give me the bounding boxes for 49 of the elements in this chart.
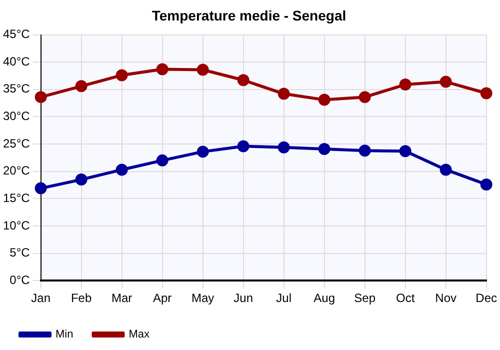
y-tick-label: 30°C (3, 109, 30, 124)
point (196, 146, 209, 158)
x-tick-label: May (191, 291, 214, 306)
x-tick-label: Sep (354, 291, 376, 306)
y-tick-label: 45°C (3, 27, 30, 42)
point (116, 164, 128, 176)
point (440, 164, 452, 176)
point (116, 69, 128, 82)
legend-label: Min (56, 328, 74, 341)
point (318, 94, 330, 106)
y-tick-label: 25°C (3, 136, 30, 150)
point (358, 144, 371, 157)
y-tick-label: 0°C (10, 272, 30, 287)
point (440, 76, 452, 88)
legend-label: Max (128, 328, 150, 341)
y-tick-label: 20°C (3, 164, 30, 178)
x-tick-label: Aug (314, 291, 336, 306)
point (358, 91, 371, 104)
point (34, 91, 47, 104)
point (156, 154, 168, 166)
y-tick-label: 15°C (3, 190, 30, 205)
y-tick-label: 10°C (3, 218, 30, 232)
x-tick-label: Apr (152, 291, 172, 306)
point (480, 178, 492, 190)
point (75, 174, 88, 186)
point (75, 80, 88, 92)
x-tick-label: Feb (70, 291, 92, 306)
point (278, 141, 290, 154)
y-tick-label: 5°C (10, 246, 30, 260)
point (399, 145, 412, 158)
point (196, 64, 209, 76)
point (318, 142, 330, 155)
point (278, 88, 290, 100)
chart-title: Temperature medie - Senegal (152, 7, 346, 24)
y-tick-label: 40°C (3, 54, 30, 68)
point (34, 182, 47, 194)
y-tick-label: 35°C (3, 82, 30, 96)
point (237, 74, 250, 86)
point (480, 87, 492, 100)
x-tick-label: Jul (276, 291, 292, 306)
x-tick-label: Nov (435, 291, 456, 306)
x-tick-label: Jan (31, 291, 50, 306)
point (399, 78, 412, 91)
x-tick-label: Jun (234, 291, 253, 306)
x-tick-label: Oct (396, 291, 416, 306)
x-tick-label: Mar (111, 291, 132, 306)
point (156, 63, 168, 76)
x-tick-label: Dec (476, 291, 497, 306)
point (237, 140, 250, 152)
